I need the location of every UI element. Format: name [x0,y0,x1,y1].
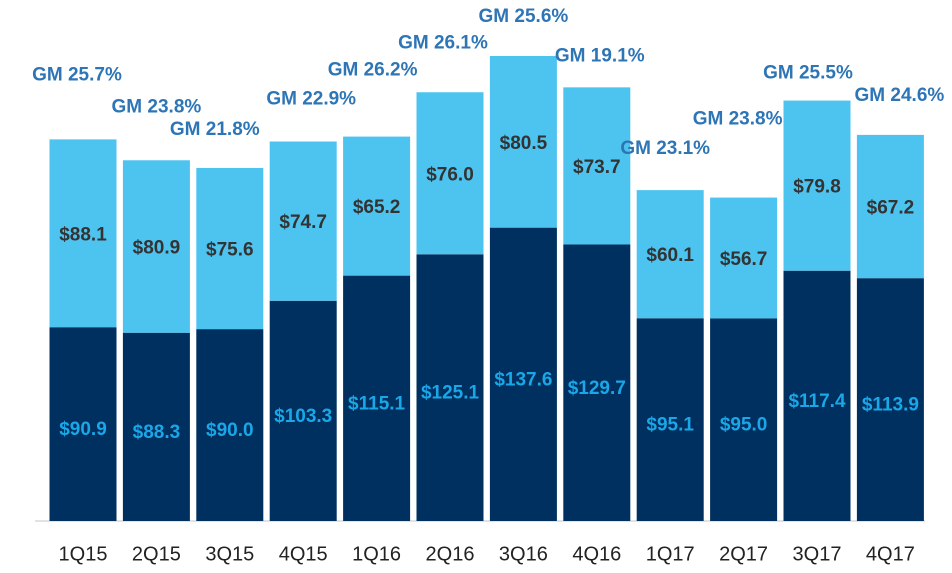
bar-segment [49,327,117,521]
gm-annotation: GM 25.6% [479,6,569,27]
value-label: $137.6 [494,369,552,390]
x-tick-label: 4Q15 [279,543,328,565]
value-label: $129.7 [568,378,626,399]
bar-segment [416,254,484,521]
bar-segment [856,134,924,279]
bar-segment [122,160,190,333]
bar-segment [783,270,851,521]
x-tick-label: 4Q17 [866,543,915,565]
x-tick-label: 1Q15 [59,543,108,565]
gm-annotation: GM 23.8% [112,96,202,117]
x-tick-label: 4Q16 [572,543,621,565]
bar-segment [196,329,264,521]
value-label: $103.3 [274,406,332,427]
value-label: $60.1 [646,245,694,266]
value-label: $113.9 [862,395,919,416]
value-label: $88.3 [133,422,181,443]
value-label: $95.0 [720,415,768,436]
value-label: $125.1 [421,383,480,404]
bar-segment [343,136,411,276]
value-label: $76.0 [426,164,474,185]
x-tick-label: 3Q15 [205,543,254,565]
value-label: $79.8 [793,177,841,198]
bar-segment [710,318,778,521]
bar-segment [489,227,557,522]
x-tick-label: 2Q17 [719,543,768,565]
bar-segment [489,56,557,228]
value-label: $73.7 [573,157,621,178]
gm-annotation: GM 25.5% [763,63,853,84]
bar-segment [783,100,851,271]
x-tick-label: 3Q16 [499,543,548,565]
bar-segment [343,275,411,521]
gm-annotation: GM 24.6% [855,85,945,106]
x-tick-label: 1Q17 [646,543,695,565]
x-tick-label: 1Q16 [352,543,401,565]
value-label: $115.1 [348,393,405,414]
gm-annotation: GM 23.8% [693,109,783,130]
value-label: $90.0 [206,420,254,441]
bar-segment [269,300,337,521]
gm-annotation: GM 21.8% [170,119,260,140]
value-label: $67.2 [867,198,915,219]
bar-segment [856,278,924,521]
value-label: $56.7 [720,249,768,270]
value-label: $95.1 [646,415,694,436]
x-tick-label: 3Q17 [793,543,842,565]
value-label: $80.5 [500,133,548,154]
bar-segment [636,190,704,319]
gm-annotation: GM 23.1% [620,138,710,159]
value-label: $88.1 [59,224,107,245]
bar-segment [563,87,631,245]
bar-segment [416,92,484,255]
bar-segment [636,318,704,521]
gm-annotation: GM 22.9% [266,89,356,110]
x-tick-label: 2Q15 [132,543,181,565]
value-label: $65.2 [353,197,401,218]
gm-annotation: GM 25.7% [32,64,122,85]
bar-segment [710,197,778,319]
bar-segment [196,167,264,330]
bar-segment [269,141,337,301]
value-label: $117.4 [788,391,845,412]
bar-segment [122,332,190,521]
gm-annotation: GM 26.2% [328,60,418,81]
bar-segment [563,244,631,521]
bar-segment [49,139,117,328]
value-label: $74.7 [279,212,327,233]
value-label: $75.6 [206,240,254,261]
gm-annotation: GM 19.1% [555,45,645,66]
value-label: $90.9 [59,419,107,440]
gm-annotation: GM 26.1% [398,32,488,53]
x-tick-label: 2Q16 [426,543,475,565]
value-label: $80.9 [133,238,181,259]
